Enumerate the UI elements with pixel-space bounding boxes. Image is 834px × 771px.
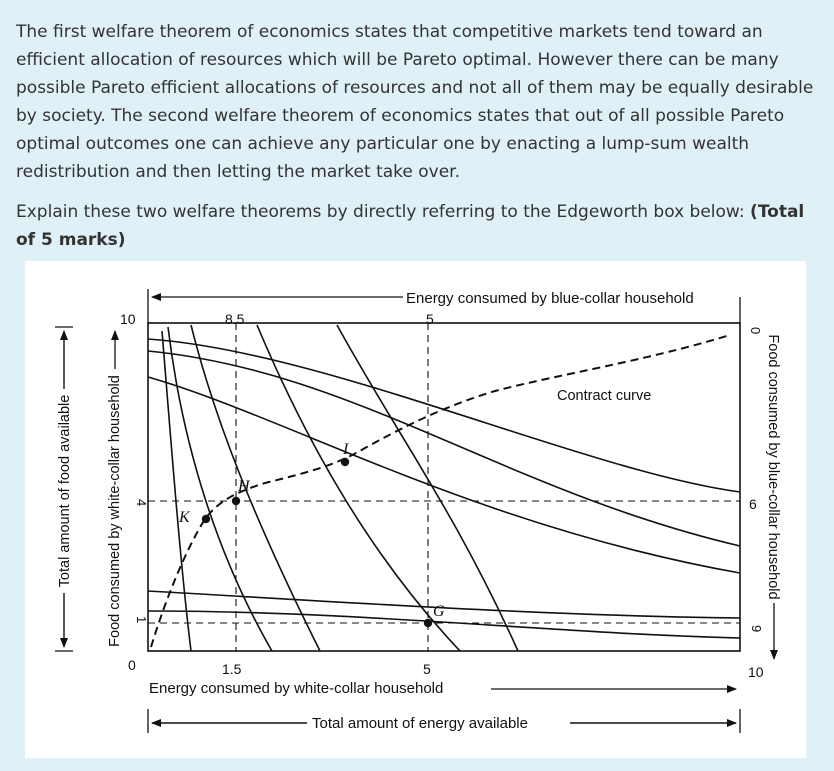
point-h-marker: [231, 496, 241, 506]
point-k-label: K: [178, 509, 191, 526]
question-prompt: Explain these two welfare theorems by di…: [16, 198, 822, 254]
top-tick-5: 5: [426, 311, 434, 327]
top-tick-8-5: 8.5: [225, 311, 245, 327]
bottom-axis-label: Energy consumed by white-collar househol…: [149, 680, 443, 697]
edgeworth-box: [147, 322, 741, 652]
allocation-points: [201, 457, 433, 628]
left-tick-10: 10: [120, 311, 136, 327]
point-k-marker: [201, 514, 211, 524]
prompt-text: Explain these two welfare theorems by di…: [16, 202, 745, 222]
reference-lines: [148, 323, 740, 651]
right-tick-0: 0: [748, 327, 763, 334]
blue-collar-indifference-curves: [147, 338, 741, 639]
right-tick-9: 9: [749, 625, 764, 632]
contract-curve-label: Contract curve: [557, 388, 651, 404]
right-tick-10: 10: [748, 664, 764, 680]
total-energy-label: Total amount of energy available: [312, 715, 528, 732]
point-g-marker: [423, 618, 433, 628]
marks-label: (Total of 5 marks): [16, 202, 805, 250]
bottom-tick-5: 5: [423, 661, 431, 677]
point-i-label: I: [342, 441, 349, 458]
question-text: The first welfare theorem of economics s…: [16, 18, 822, 254]
top-axis-label: Energy consumed by blue-collar household: [406, 290, 694, 307]
edgeworth-box-figure: Energy consumed by blue-collar household…: [25, 261, 806, 758]
left-tick-1: 1: [134, 616, 149, 623]
point-g-label: G: [433, 603, 445, 620]
point-i-marker: [340, 457, 350, 467]
left-tick-0: 0: [128, 657, 136, 673]
bottom-tick-1-5: 1.5: [222, 661, 242, 677]
point-h-label: H: [237, 478, 251, 495]
left-tick-4: 4: [134, 499, 149, 506]
white-collar-indifference-curves: [161, 324, 519, 652]
right-axis-label: Food consumed by blue-collar household: [765, 334, 781, 599]
total-food-label: Total amount of food available: [57, 395, 73, 588]
question-paragraph: The first welfare theorem of economics s…: [16, 22, 814, 182]
left-axis-label: Food consumed by white-collar household: [107, 375, 123, 647]
contract-curve: [150, 334, 731, 648]
right-tick-6: 6: [749, 496, 757, 512]
